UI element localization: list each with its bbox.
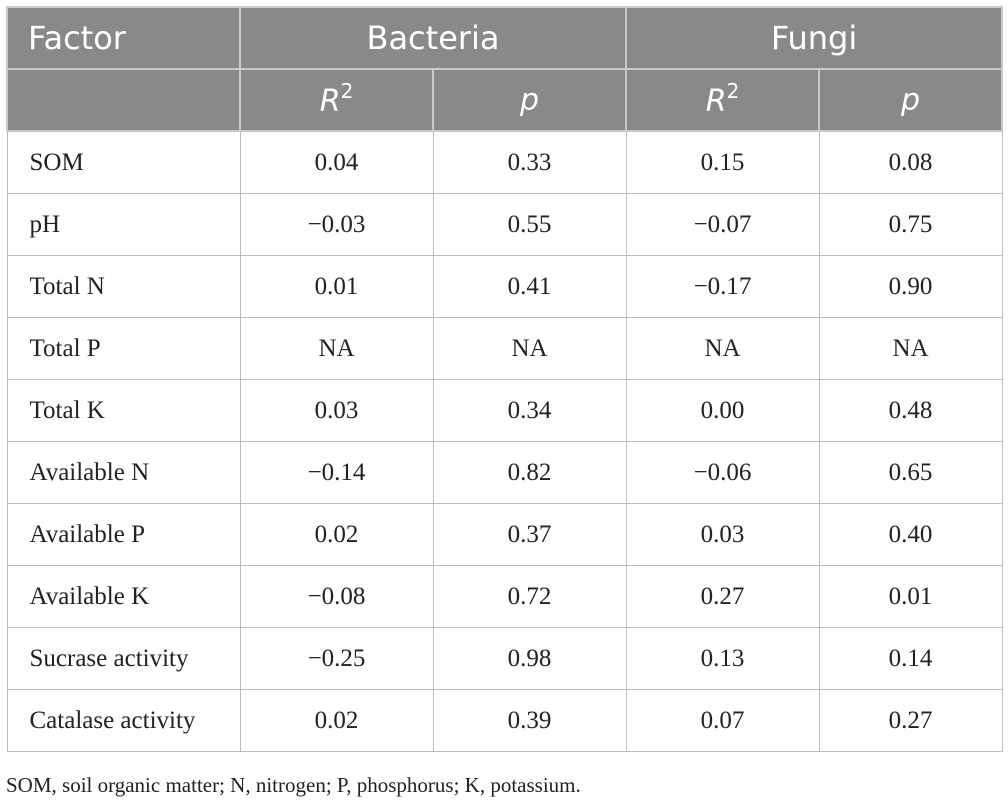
cell-factor: Sucrase activity (6, 627, 241, 690)
cell-fungi-p: 0.75 (818, 193, 1003, 256)
cell-fungi-r2: −0.06 (625, 441, 820, 504)
cell-fungi-r2: −0.17 (625, 255, 820, 318)
cell-bacteria-r2: −0.03 (239, 193, 434, 256)
cell-factor: pH (6, 193, 241, 256)
cell-bacteria-r2: 0.01 (239, 255, 434, 318)
cell-fungi-p: 0.01 (818, 565, 1003, 628)
column-header-empty (6, 68, 241, 132)
table-row: Available P 0.02 0.37 0.03 0.40 (6, 503, 1003, 566)
table-container: Factor Bacteria Fungi R2 p R2 p SOM 0.04 0… (6, 6, 1004, 752)
column-header-fungi-p: p (818, 68, 1004, 132)
cell-factor: Total K (6, 379, 241, 442)
cell-fungi-r2: 0.00 (625, 379, 820, 442)
cell-bacteria-r2: NA (239, 317, 434, 380)
cell-bacteria-p: 0.82 (432, 441, 627, 504)
table-row: Catalase activity 0.02 0.39 0.07 0.27 (6, 689, 1003, 752)
cell-bacteria-r2: −0.08 (239, 565, 434, 628)
table-row: pH −0.03 0.55 −0.07 0.75 (6, 193, 1003, 256)
cell-bacteria-p: 0.72 (432, 565, 627, 628)
r2-superscript: 2 (726, 79, 740, 103)
cell-factor: Available P (6, 503, 241, 566)
table-body: SOM 0.04 0.33 0.15 0.08 pH −0.03 0.55 −0.07 0.75 T… (6, 130, 1003, 752)
cell-fungi-r2: 0.13 (625, 627, 820, 690)
cell-fungi-r2: 0.15 (625, 130, 820, 194)
cell-fungi-p: 0.90 (818, 255, 1003, 318)
r2-superscript: 2 (340, 79, 354, 103)
cell-factor: SOM (6, 130, 241, 194)
cell-fungi-p: 0.27 (818, 689, 1003, 752)
cell-bacteria-r2: −0.14 (239, 441, 434, 504)
cell-bacteria-p: 0.55 (432, 193, 627, 256)
table-row: Total P NA NA NA NA (6, 317, 1003, 380)
column-header-factor: Factor (6, 6, 241, 70)
cell-bacteria-r2: −0.25 (239, 627, 434, 690)
cell-bacteria-p: NA (432, 317, 627, 380)
cell-bacteria-p: 0.34 (432, 379, 627, 442)
cell-factor: Available N (6, 441, 241, 504)
cell-fungi-r2: NA (625, 317, 820, 380)
table-row: Total N 0.01 0.41 −0.17 0.90 (6, 255, 1003, 318)
cell-fungi-r2: 0.07 (625, 689, 820, 752)
header-row-stats: R2 p R2 p (6, 68, 1004, 132)
cell-fungi-p: NA (818, 317, 1003, 380)
results-table: Factor Bacteria Fungi R2 p R2 p SOM 0.04 0… (6, 6, 1004, 752)
cell-bacteria-r2: 0.03 (239, 379, 434, 442)
cell-fungi-r2: 0.03 (625, 503, 820, 566)
cell-fungi-r2: −0.07 (625, 193, 820, 256)
cell-fungi-p: 0.65 (818, 441, 1003, 504)
cell-fungi-r2: 0.27 (625, 565, 820, 628)
cell-bacteria-r2: 0.02 (239, 503, 434, 566)
cell-bacteria-p: 0.37 (432, 503, 627, 566)
table-row: Available K −0.08 0.72 0.27 0.01 (6, 565, 1003, 628)
table-footnote: SOM, soil organic matter; N, nitrogen; P… (6, 773, 581, 797)
cell-fungi-p: 0.14 (818, 627, 1003, 690)
cell-bacteria-p: 0.33 (432, 130, 627, 194)
cell-fungi-p: 0.40 (818, 503, 1003, 566)
cell-factor: Catalase activity (6, 689, 241, 752)
cell-factor: Total N (6, 255, 241, 318)
column-group-bacteria: Bacteria (238, 6, 628, 70)
cell-factor: Total P (6, 317, 241, 380)
cell-bacteria-p: 0.39 (432, 689, 627, 752)
table-row: Total K 0.03 0.34 0.00 0.48 (6, 379, 1003, 442)
cell-factor: Available K (6, 565, 241, 628)
cell-fungi-p: 0.48 (818, 379, 1003, 442)
table-row: Sucrase activity −0.25 0.98 0.13 0.14 (6, 627, 1003, 690)
table-row: SOM 0.04 0.33 0.15 0.08 (6, 130, 1003, 194)
cell-bacteria-r2: 0.04 (239, 130, 434, 194)
header-row-groups: Factor Bacteria Fungi (6, 6, 1004, 70)
table-row: Available N −0.14 0.82 −0.06 0.65 (6, 441, 1003, 504)
cell-fungi-p: 0.08 (818, 130, 1003, 194)
column-group-fungi: Fungi (625, 6, 1004, 70)
cell-bacteria-p: 0.41 (432, 255, 627, 318)
cell-bacteria-r2: 0.02 (239, 689, 434, 752)
column-header-bacteria-p: p (431, 68, 628, 132)
r2-label: R (705, 84, 727, 119)
cell-bacteria-p: 0.98 (432, 627, 627, 690)
column-header-bacteria-r2: R2 (239, 68, 434, 132)
column-header-fungi-r2: R2 (625, 68, 821, 132)
r2-label: R (319, 84, 341, 119)
